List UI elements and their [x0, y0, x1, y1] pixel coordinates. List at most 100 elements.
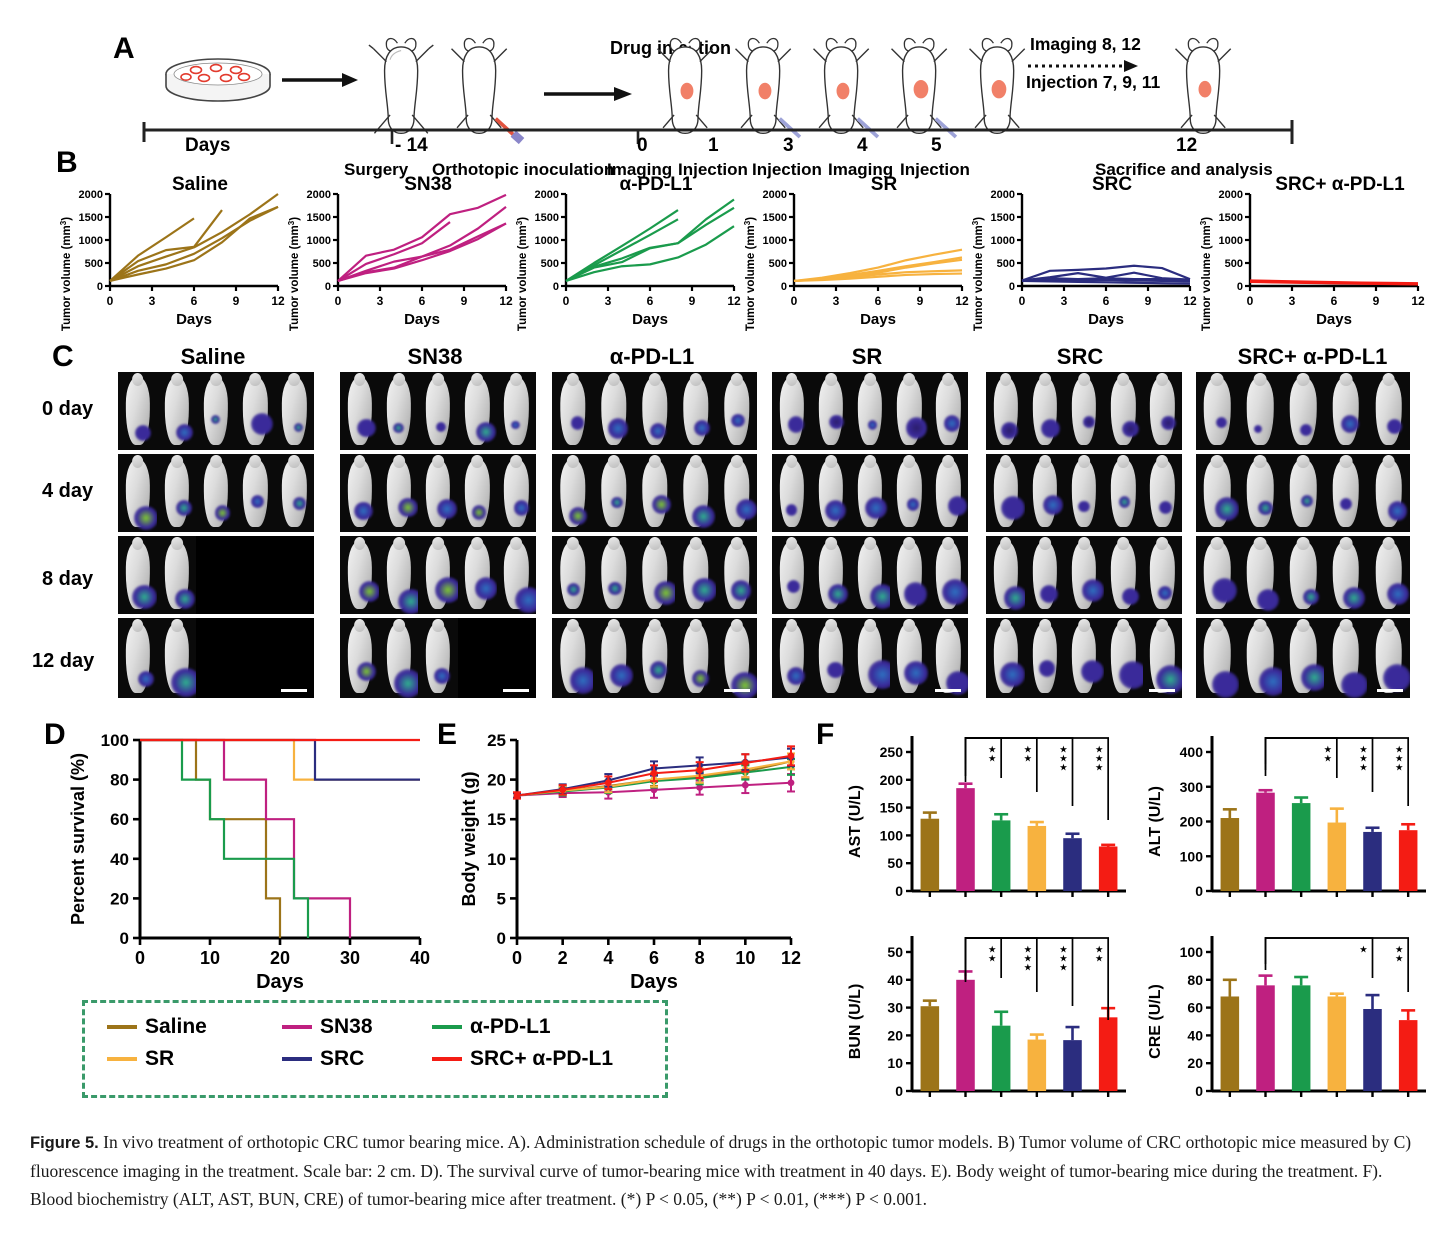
mouse-image — [196, 454, 236, 532]
series-line — [565, 209, 679, 282]
panel-c-col-src-apdl1: SRC+ α-PD-L1 — [1237, 344, 1388, 369]
bar — [1363, 831, 1382, 891]
mouse-image — [118, 372, 158, 450]
tumor-signal — [436, 498, 457, 519]
tumor-signal — [476, 421, 497, 442]
mouse-image — [157, 454, 197, 532]
tumor-signal — [1119, 661, 1143, 689]
svg-text:100: 100 — [880, 827, 904, 843]
mouse-image — [1367, 618, 1410, 698]
significance-marker: ★ — [1024, 963, 1032, 972]
tumor-signal — [1159, 500, 1173, 515]
significance-marker: ★ — [1060, 954, 1068, 963]
mouse-image — [340, 536, 380, 614]
svg-text:0: 0 — [1195, 883, 1203, 899]
tumor-signal — [392, 422, 404, 434]
legend-item[interactable]: Saline — [107, 1015, 282, 1039]
legend-item[interactable]: SRC+ α-PD-L1 — [432, 1047, 672, 1071]
mouse-image — [552, 536, 593, 614]
svg-text:6: 6 — [649, 948, 659, 968]
series-line — [337, 222, 507, 282]
svg-text:40: 40 — [410, 948, 430, 968]
tumor-signal — [1342, 586, 1365, 609]
tumor-signal — [788, 416, 805, 433]
data-point — [650, 769, 658, 777]
mouse-image — [716, 536, 757, 614]
legend-item[interactable]: SN38 — [282, 1015, 432, 1039]
svg-text:6: 6 — [1103, 294, 1110, 308]
y-axis-label: Tumor volume (mm3) — [515, 217, 529, 331]
legend-item[interactable]: SR — [107, 1047, 282, 1071]
tumor-signal — [1040, 418, 1060, 438]
tumor-signal — [868, 660, 890, 689]
panel-c-row-12day: 12 day — [32, 650, 95, 672]
svg-text:500: 500 — [769, 258, 787, 270]
panel-c-image-block — [986, 536, 1183, 614]
svg-text:3: 3 — [605, 294, 612, 308]
y-axis-label: Tumor volume (mm3) — [287, 217, 301, 331]
legend-item[interactable]: α-PD-L1 — [432, 1015, 672, 1039]
cell-dish-icon — [165, 58, 271, 102]
tumor-signal — [435, 577, 458, 603]
tumor-signal — [1080, 660, 1104, 684]
mouse-image — [235, 372, 275, 450]
significance-marker: ★ — [1024, 945, 1032, 954]
mouse-image — [1238, 372, 1282, 450]
tumor-signal — [1078, 500, 1090, 512]
significance-marker: ★ — [1396, 763, 1404, 772]
legend-color-swatch — [282, 1025, 312, 1029]
tumor-signal — [1387, 582, 1409, 605]
legend-label: α-PD-L1 — [470, 1015, 551, 1038]
significance-bracket — [964, 737, 1003, 778]
tumor-signal — [827, 661, 844, 679]
panel-c-image-block — [986, 454, 1183, 532]
bar — [920, 818, 940, 891]
legend-label: Saline — [145, 1015, 207, 1038]
mouse-image — [1196, 536, 1239, 614]
tumor-signal — [824, 499, 846, 521]
svg-text:0: 0 — [335, 294, 342, 308]
mouse-image — [1142, 618, 1183, 698]
panel-c-col-apdl1: α-PD-L1 — [609, 344, 695, 369]
syringe-icon — [778, 117, 802, 139]
significance-marker: ★ — [1324, 745, 1332, 754]
syringe-icon — [934, 117, 958, 139]
svg-text:Percent survival (%): Percent survival (%) — [68, 753, 88, 925]
svg-text:Days: Days — [860, 311, 896, 328]
mouse-image — [986, 454, 1026, 532]
mouse-image — [1281, 454, 1325, 532]
svg-text:12: 12 — [499, 294, 513, 308]
tumor-signal — [436, 421, 447, 432]
tumor-signal — [692, 578, 716, 603]
mouse-image — [1142, 536, 1183, 614]
legend-label: SRC+ α-PD-L1 — [470, 1047, 614, 1070]
mouse-day5 — [969, 37, 1026, 135]
svg-text:40: 40 — [1187, 1027, 1203, 1043]
significance-marker: ★ — [1360, 945, 1368, 954]
mouse-image — [196, 618, 236, 698]
significance-bracket — [1264, 737, 1410, 806]
tumor-signal — [1382, 663, 1410, 692]
panel-c-image-block — [772, 536, 969, 614]
y-axis-label: Tumor volume (mm3) — [743, 217, 757, 331]
bar — [1363, 1008, 1382, 1091]
mouse-image — [634, 536, 675, 614]
legend-item[interactable]: SRC — [282, 1047, 432, 1071]
svg-text:40: 40 — [887, 972, 903, 988]
significance-bracket — [1264, 737, 1374, 792]
panel-b-chart-b-src-apdl1: SRC+ α-PD-L1 0 500 1000 1500 2000 0 3 6 9 12 Days Tu… — [1198, 172, 1426, 331]
tumor-signal — [1387, 501, 1407, 521]
panel-c-image-block — [1196, 372, 1410, 450]
series-line — [1021, 278, 1191, 283]
data-point — [741, 781, 749, 789]
series-line — [565, 225, 735, 282]
significance-marker: ★ — [1096, 745, 1104, 754]
tumor-signal — [692, 670, 709, 688]
significance-marker: ★ — [1396, 945, 1404, 954]
panel-a-tick-1-day: 1 — [708, 135, 719, 156]
bar — [1398, 1020, 1418, 1091]
legend-label: SN38 — [320, 1015, 373, 1038]
panel-a-axis — [142, 120, 1294, 144]
mouse-image — [1281, 372, 1325, 450]
mouse-image — [928, 618, 969, 698]
